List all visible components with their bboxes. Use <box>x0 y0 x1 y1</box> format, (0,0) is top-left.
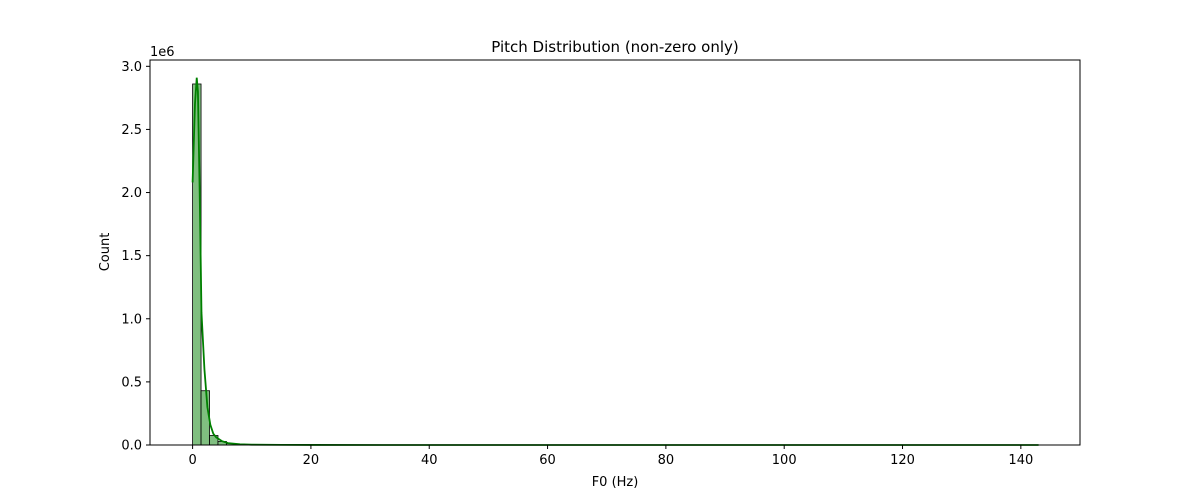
chart-title: Pitch Distribution (non-zero only) <box>491 38 739 56</box>
y-axis-multiplier: 1e6 <box>150 45 175 60</box>
x-tick-label: 140 <box>1008 453 1033 468</box>
y-tick-label: 1.5 <box>121 249 142 264</box>
x-tick-label: 80 <box>658 453 675 468</box>
x-axis-label: F0 (Hz) <box>592 475 639 490</box>
x-tick-label: 100 <box>772 453 797 468</box>
x-tick-label: 40 <box>421 453 438 468</box>
x-tick-label: 60 <box>539 453 556 468</box>
y-tick-label: 0.5 <box>121 375 142 390</box>
y-axis-label: Count <box>98 233 113 272</box>
plot-area <box>150 60 1080 445</box>
x-tick-label: 120 <box>890 453 915 468</box>
y-tick-label: 0.0 <box>121 439 142 454</box>
y-tick-label: 1.0 <box>121 312 142 327</box>
x-tick-label: 20 <box>303 453 320 468</box>
x-tick-label: 0 <box>188 453 196 468</box>
histogram-bar <box>201 391 209 445</box>
y-tick-label: 2.5 <box>121 123 142 138</box>
y-tick-label: 2.0 <box>121 186 142 201</box>
y-tick-label: 3.0 <box>121 60 142 75</box>
